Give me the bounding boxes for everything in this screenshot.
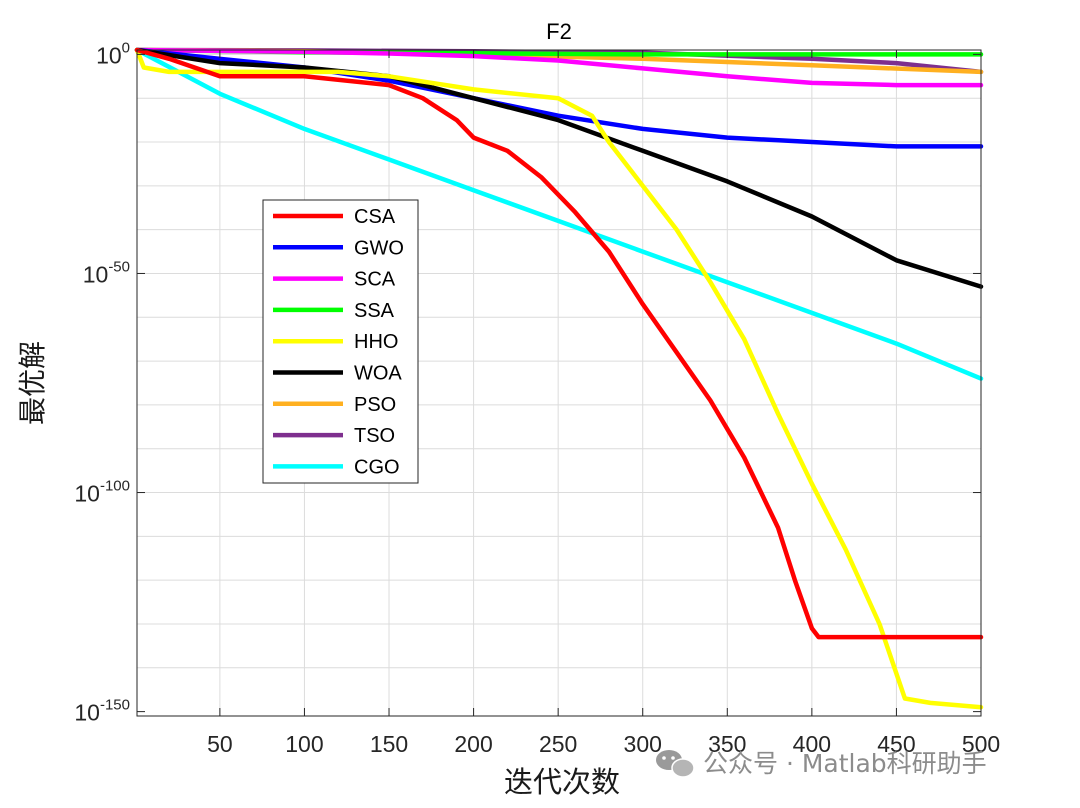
series-line-sca: [134, 47, 984, 88]
legend-label: CGO: [354, 456, 400, 478]
plot-frame: [136, 49, 982, 717]
y-tick-label: 100: [96, 39, 130, 68]
watermark-text: 公众号 · Matlab科研助手: [703, 749, 987, 778]
legend-entry-gwo: GWO: [273, 237, 404, 259]
watermark: 公众号 · Matlab科研助手: [656, 749, 987, 778]
x-tick-label: 500: [962, 731, 1000, 757]
legend-entry-pso: PSO: [273, 394, 396, 416]
y-tick-label: 10-50: [83, 258, 130, 287]
legend-label: WOA: [354, 363, 402, 385]
legend-label: GWO: [354, 237, 404, 259]
legend-label: PSO: [354, 394, 396, 416]
legend-label: SCA: [354, 269, 396, 291]
legend-entry-woa: WOA: [273, 363, 402, 385]
chart-title: F2: [546, 19, 572, 44]
x-tick-label: 450: [877, 731, 915, 757]
x-tick-label: 300: [624, 731, 662, 757]
series-line-hho: [134, 47, 984, 710]
legend-entry-csa: CSA: [273, 206, 396, 228]
x-axis-label: 迭代次数: [504, 765, 620, 799]
legend-label: HHO: [354, 331, 398, 353]
x-tick-label: 350: [708, 731, 746, 757]
x-tick-label: 100: [285, 731, 323, 757]
legend-entry-sca: SCA: [273, 269, 396, 291]
x-tick-label: 250: [539, 731, 577, 757]
x-tick-label: 200: [454, 731, 492, 757]
legend-entry-cgo: CGO: [273, 456, 400, 478]
y-axis-label: 最优解: [16, 341, 49, 425]
legend-entry-hho: HHO: [273, 331, 398, 353]
x-tick-label: 400: [793, 731, 831, 757]
y-tick-label: 10-100: [74, 478, 130, 507]
x-tick-label: 50: [207, 731, 233, 757]
legend-label: TSO: [354, 425, 395, 447]
series-line-cgo: [134, 47, 984, 381]
axis-ticks: 50 100 150 200 250 300 350 400 450 500 100 10-50 10-…: [74, 39, 1000, 757]
legend: CSA GWO SCA SSA HHO WOA PSO TSO CGO: [262, 199, 419, 484]
legend-label: SSA: [354, 300, 395, 322]
y-tick-label: 10-150: [74, 697, 130, 726]
legend-label: CSA: [354, 206, 396, 228]
legend-entry-ssa: SSA: [273, 300, 395, 322]
series-line-csa: [134, 47, 984, 640]
series-line-woa: [134, 47, 984, 289]
legend-entry-tso: TSO: [273, 425, 395, 447]
wechat-icon: [656, 750, 695, 778]
x-tick-label: 150: [370, 731, 408, 757]
